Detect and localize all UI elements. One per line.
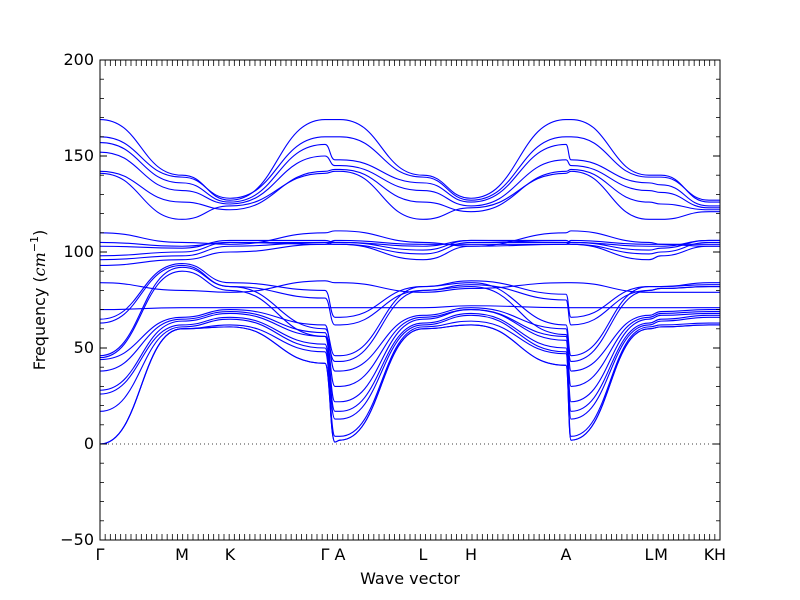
phonon-band-20 [99,230,720,247]
high-symmetry-label: H [465,545,477,564]
phonon-band-23 [99,151,720,209]
high-symmetry-label: Γ [96,545,105,564]
high-symmetry-label: A [561,545,572,564]
phonon-band-16 [99,241,720,261]
high-symmetry-label: A [335,545,346,564]
y-axis-title: Frequency (cm−1) [28,230,49,371]
high-symmetry-label: K [225,545,236,564]
high-symmetry-label: H [714,545,726,564]
y-tick-label: 50 [74,338,94,357]
phonon-band-6 [99,309,720,403]
high-symmetry-label: K [704,545,715,564]
phonon-band-2 [99,324,720,445]
high-symmetry-label: M [654,545,668,564]
phonon-band-7 [99,309,720,387]
y-tick-label: −50 [60,530,94,549]
x-axis-title: Wave vector [360,569,460,588]
phonon-band-14 [99,280,720,293]
ticks-layer [100,59,720,541]
y-tick-label: 100 [63,242,94,261]
y-tick-label: 0 [84,434,94,453]
y-axis-title-suffix: ) [30,230,49,236]
high-symmetry-label: M [175,545,189,564]
phonon-band-21 [99,170,720,220]
high-symmetry-label: Γ [321,545,330,564]
y-axis-title-exponent: −1 [28,236,41,252]
phonon-band-5 [99,312,720,412]
y-tick-label: 150 [63,146,94,165]
y-axis-title-unit: cm [30,252,49,276]
phonon-band-24 [99,142,720,207]
high-symmetry-label: L [419,545,428,564]
phonon-band-11 [99,264,720,326]
high-symmetry-label: L [645,545,654,564]
phonon-band-25 [99,136,720,201]
phonon-band-3 [99,320,720,445]
phonon-band-22 [99,168,720,213]
phonon-band-26 [99,118,720,203]
y-tick-label: 200 [63,50,94,69]
plot-background [100,60,720,540]
y-axis-title-prefix: Frequency ( [30,276,49,370]
phonon-band-15 [99,243,720,266]
phonon-band-4 [99,314,720,420]
phonon-band-8 [99,307,720,372]
phonon-band-12 [99,262,721,320]
phonon-band-13 [99,305,720,311]
bands-layer [99,118,721,445]
